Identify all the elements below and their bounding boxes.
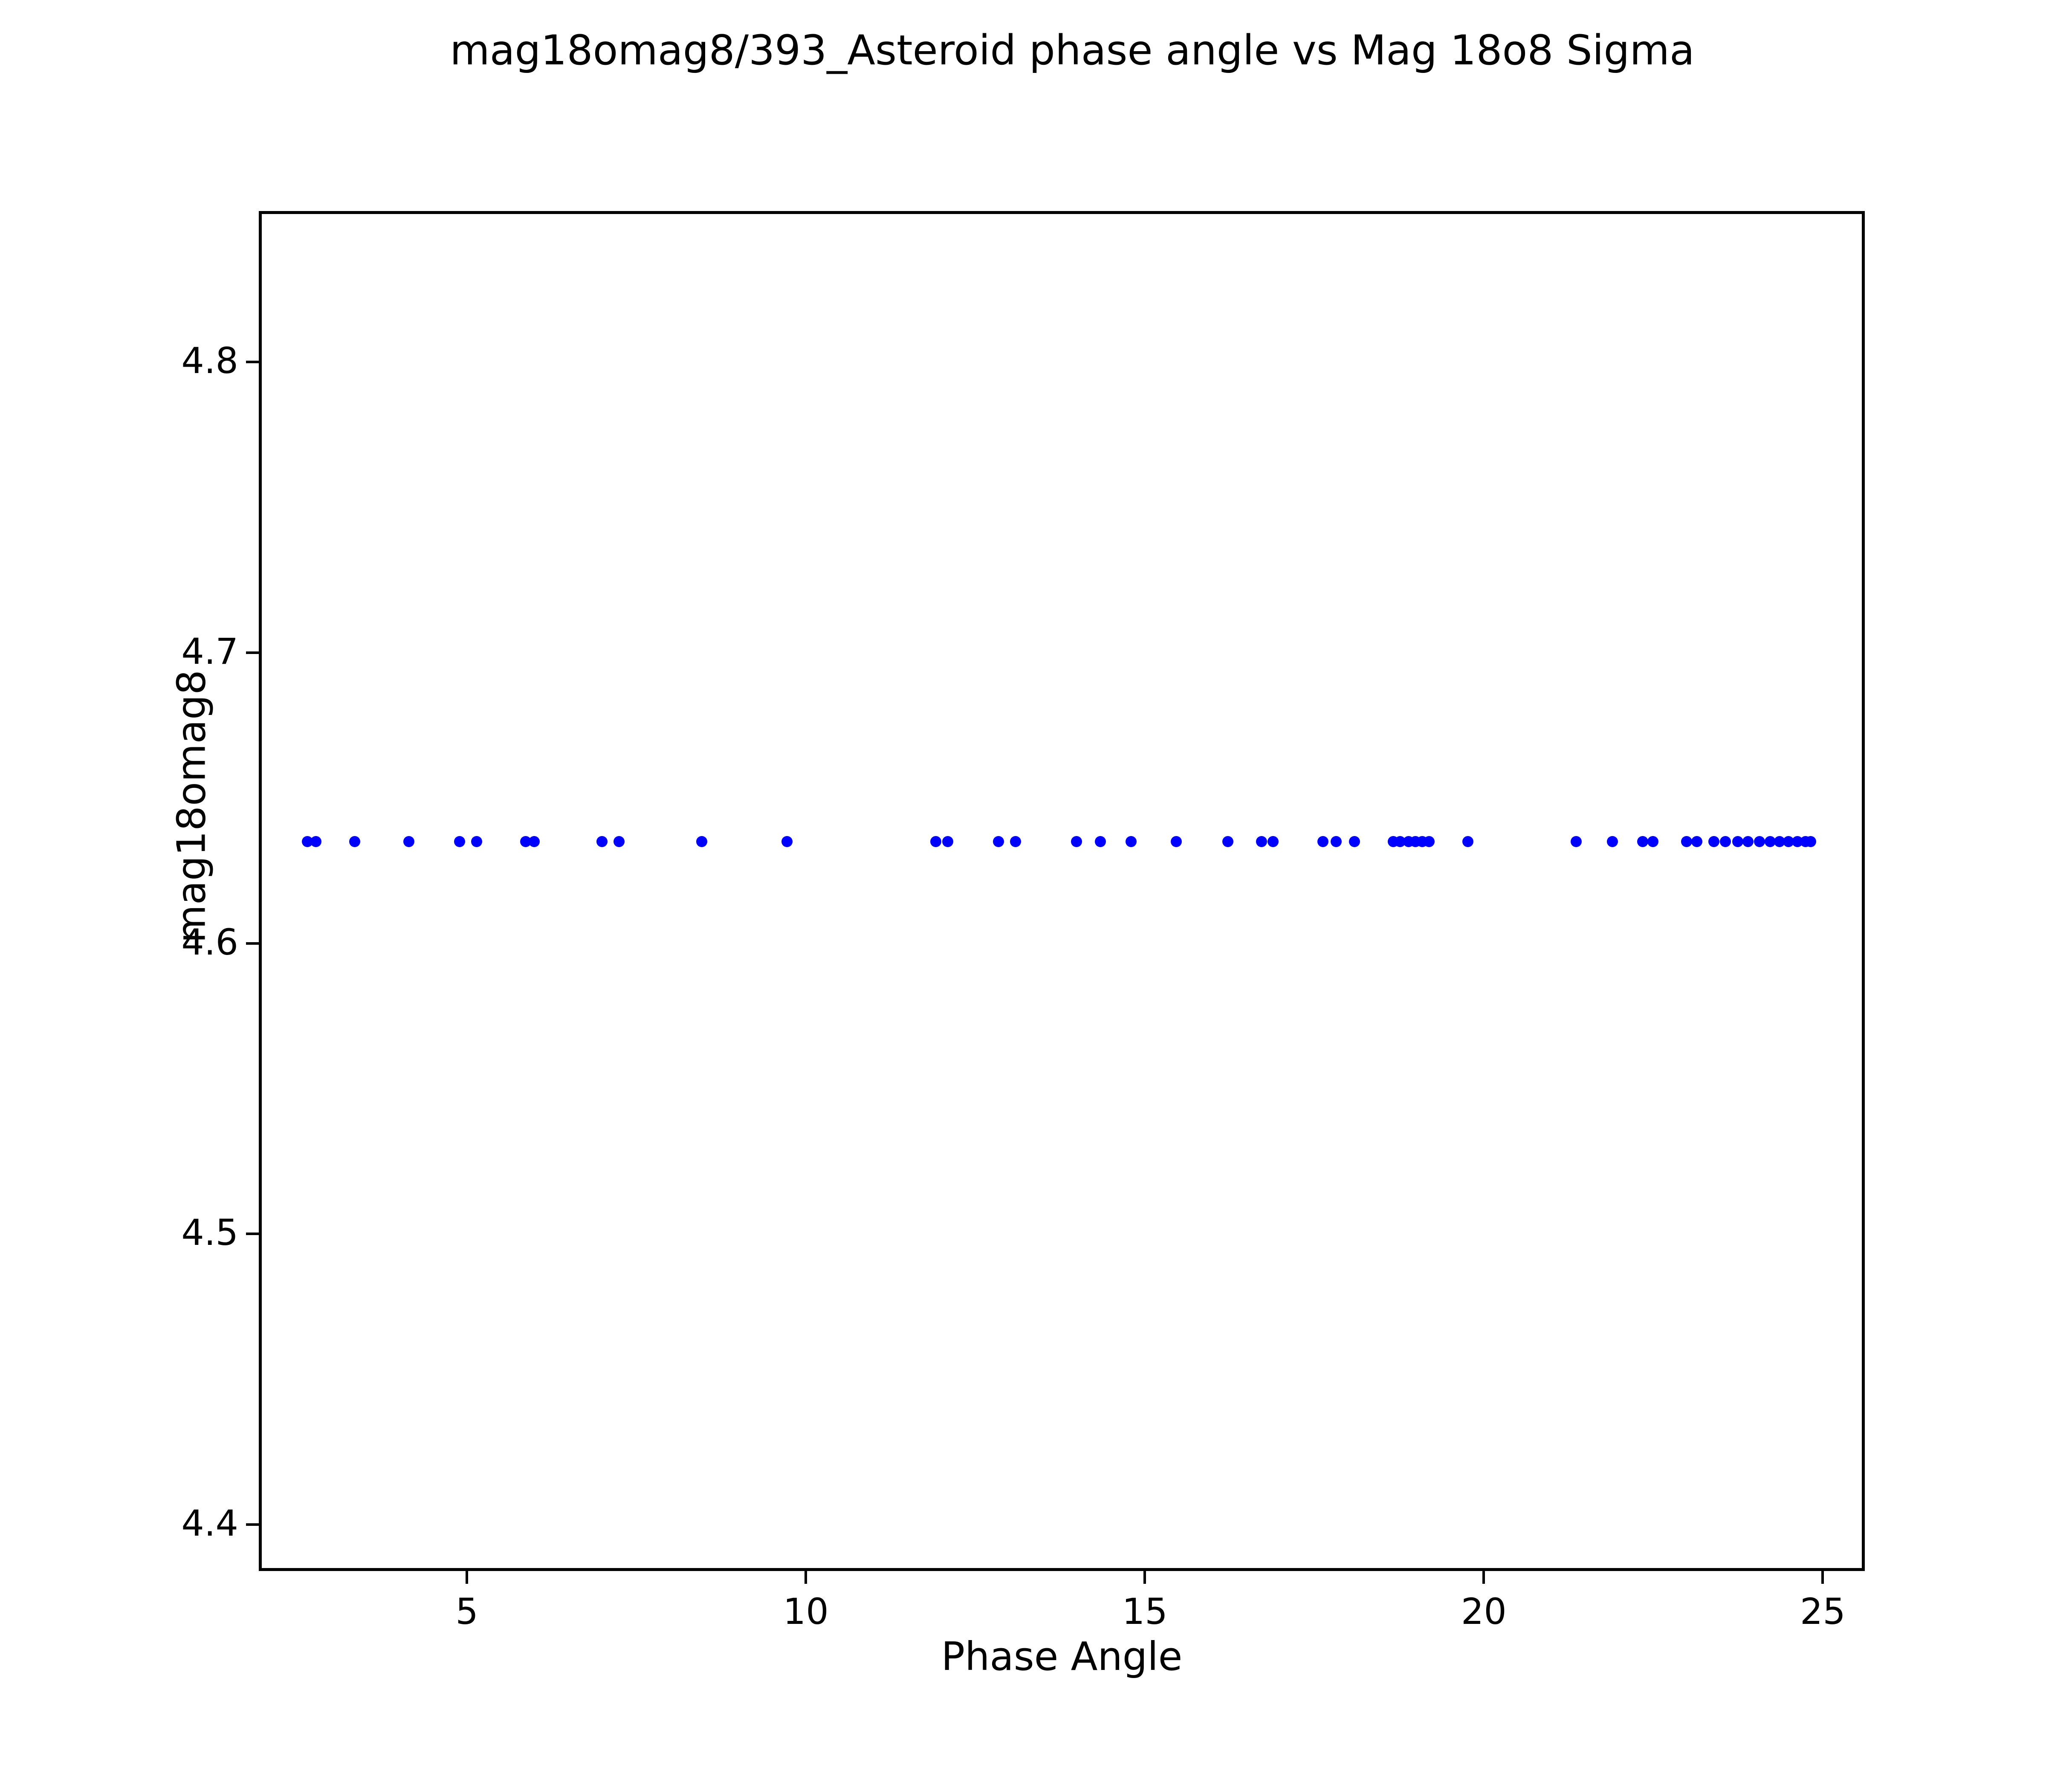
scatter-point	[1691, 836, 1703, 848]
scatter-point	[1637, 836, 1649, 848]
scatter-point	[1010, 836, 1022, 848]
x-axis-label: Phase Angle	[941, 1634, 1183, 1679]
x-tick-mark	[1821, 1571, 1824, 1584]
y-tick-label: 4.7	[181, 631, 238, 673]
scatter-point	[1647, 836, 1658, 848]
scatter-point	[781, 836, 793, 848]
scatter-point	[1071, 836, 1082, 848]
scatter-point	[1805, 836, 1817, 848]
x-tick-mark	[1143, 1571, 1146, 1584]
scatter-point	[403, 836, 415, 848]
page-title: mag18omag8/393_Asteroid phase angle vs M…	[450, 26, 1695, 74]
scatter-point	[1256, 836, 1268, 848]
scatter-point	[1317, 836, 1328, 848]
scatter-point	[1222, 836, 1233, 848]
scatter-point	[1720, 836, 1731, 848]
scatter-point	[1571, 836, 1582, 848]
scatter-point	[454, 836, 466, 848]
x-tick-mark	[466, 1571, 469, 1584]
scatter-point	[942, 836, 954, 848]
y-tick-label: 4.5	[181, 1212, 238, 1254]
scatter-point	[1125, 836, 1137, 848]
scatter-point	[1732, 836, 1743, 848]
x-tick-label: 20	[1461, 1591, 1507, 1632]
x-tick-label: 5	[455, 1591, 478, 1632]
y-axis-label: mag18omag8	[168, 670, 214, 943]
scatter-point	[1765, 836, 1776, 848]
y-tick-mark	[246, 1523, 259, 1526]
scatter-point	[1742, 836, 1754, 848]
scatter-point	[310, 836, 322, 848]
scatter-point	[613, 836, 625, 848]
scatter-point	[993, 836, 1004, 848]
scatter-point	[596, 836, 608, 848]
scatter-point	[529, 836, 540, 848]
scatter-points-layer	[262, 214, 1862, 1568]
scatter-point	[1754, 836, 1765, 848]
x-tick-label: 10	[783, 1591, 829, 1632]
x-tick-mark	[804, 1571, 807, 1584]
scatter-point	[1349, 836, 1360, 848]
scatter-point	[1708, 836, 1720, 848]
scatter-point	[349, 836, 360, 848]
y-tick-label: 4.8	[181, 340, 238, 382]
x-tick-mark	[1482, 1571, 1485, 1584]
scatter-point	[1268, 836, 1279, 848]
x-tick-label: 25	[1800, 1591, 1846, 1632]
scatter-point	[1094, 836, 1106, 848]
scatter-point	[930, 836, 941, 848]
scatter-point	[471, 836, 483, 848]
y-tick-label: 4.4	[181, 1502, 238, 1544]
plot-area	[259, 211, 1865, 1571]
scatter-point	[1681, 836, 1693, 848]
scatter-point	[1606, 836, 1618, 848]
y-tick-mark	[246, 942, 259, 945]
scatter-point	[1424, 836, 1435, 848]
scatter-point	[1171, 836, 1182, 848]
y-tick-mark	[246, 361, 259, 364]
scatter-point	[696, 836, 707, 848]
scatter-point	[1331, 836, 1342, 848]
y-tick-mark	[246, 651, 259, 654]
y-tick-mark	[246, 1233, 259, 1236]
x-tick-label: 15	[1122, 1591, 1168, 1632]
y-tick-label: 4.6	[181, 921, 238, 963]
scatter-point	[1462, 836, 1473, 848]
